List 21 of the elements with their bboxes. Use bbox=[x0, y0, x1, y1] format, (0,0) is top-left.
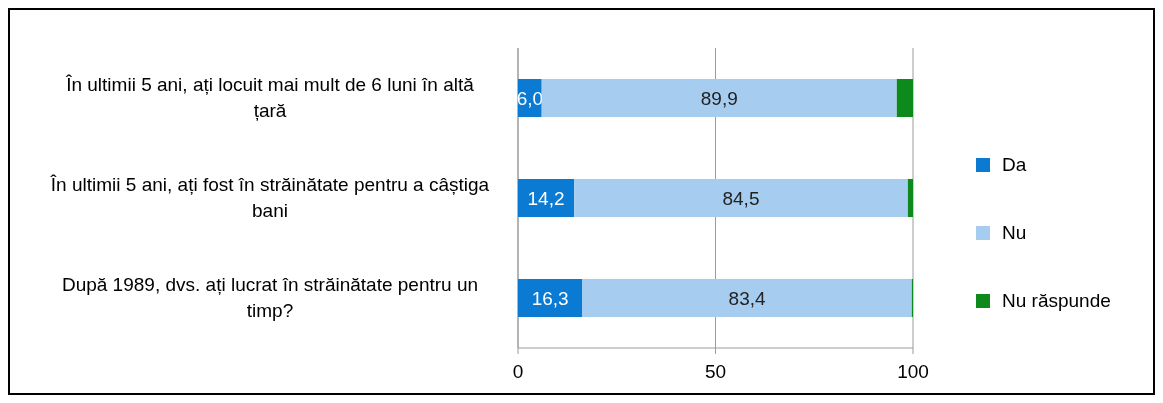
legend-label: Nu răspunde bbox=[1002, 290, 1111, 311]
bar bbox=[582, 279, 912, 317]
bar bbox=[518, 179, 575, 217]
legend-label: Nu bbox=[1002, 222, 1027, 243]
x-tick-label: 100 bbox=[897, 361, 929, 382]
data-label: 16,3 bbox=[531, 288, 569, 309]
legend-label: Da bbox=[1002, 154, 1027, 175]
data-label: 84,5 bbox=[722, 188, 760, 209]
bar bbox=[896, 79, 913, 117]
bar bbox=[541, 79, 897, 117]
bar bbox=[518, 279, 583, 317]
data-label: 14,2 bbox=[527, 188, 565, 209]
y-tick-label: În ultimii 5 ani, ați locuit mai mult de 6 luni în altă țară bbox=[65, 74, 475, 121]
bar bbox=[574, 179, 908, 217]
x-tick-label: 50 bbox=[704, 361, 727, 382]
bar bbox=[907, 179, 913, 217]
y-tick-label: În ultimii 5 ani, ați fost în străinătate pentru a câștiga bani bbox=[49, 174, 490, 221]
data-label: 89,9 bbox=[700, 88, 738, 109]
data-label: 83,4 bbox=[728, 288, 767, 309]
x-tick-label: 0 bbox=[512, 361, 524, 382]
y-tick-label: După 1989, dvs. ați lucrat în străinătate pentru un timp? bbox=[61, 274, 479, 321]
